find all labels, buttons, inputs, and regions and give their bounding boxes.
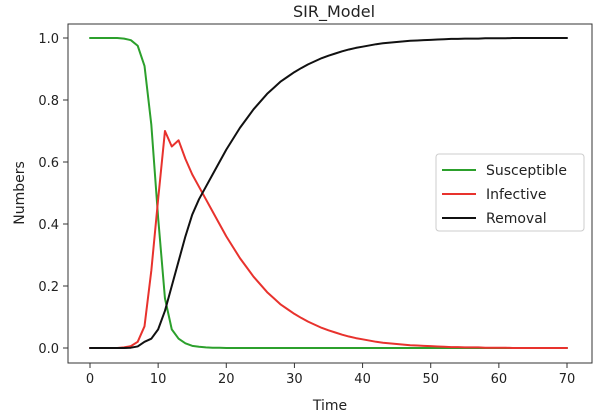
x-tick-label-3: 30 [286,372,303,387]
y-tick-label-3: 0.6 [38,156,59,171]
chart-title: SIR_Model [293,2,375,22]
y-tick-label-5: 1.0 [38,32,59,47]
x-tick-label-5: 50 [422,372,439,387]
x-tick-label-4: 40 [354,372,371,387]
series-line-removal [89,37,568,349]
legend: Susceptible Infective Removal [435,153,585,232]
axes-ticks: 0 10 20 30 40 50 60 70 0.0 0.2 0.4 0.6 0.8 1.0 [38,32,575,387]
legend-label-infective: Infective [486,187,547,203]
y-tick-label-2: 0.4 [38,218,59,233]
legend-label-removal: Removal [486,211,547,227]
series-lines [89,37,568,349]
legend-label-susceptible: Susceptible [486,163,567,179]
plot-frame [67,23,593,364]
y-tick-label-4: 0.8 [38,94,59,109]
y-tick-label-0: 0.0 [38,342,59,357]
y-tick-label-1: 0.2 [38,280,59,295]
x-tick-label-1: 10 [150,372,167,387]
series-line-infective [89,130,568,349]
x-tick-label-0: 0 [86,372,94,387]
x-axis-label: Time [312,398,347,414]
legend-box [435,153,585,232]
y-axis-label: Numbers [12,161,28,225]
x-tick-label-2: 20 [218,372,235,387]
x-tick-label-6: 60 [491,372,508,387]
x-tick-label-7: 70 [559,372,576,387]
